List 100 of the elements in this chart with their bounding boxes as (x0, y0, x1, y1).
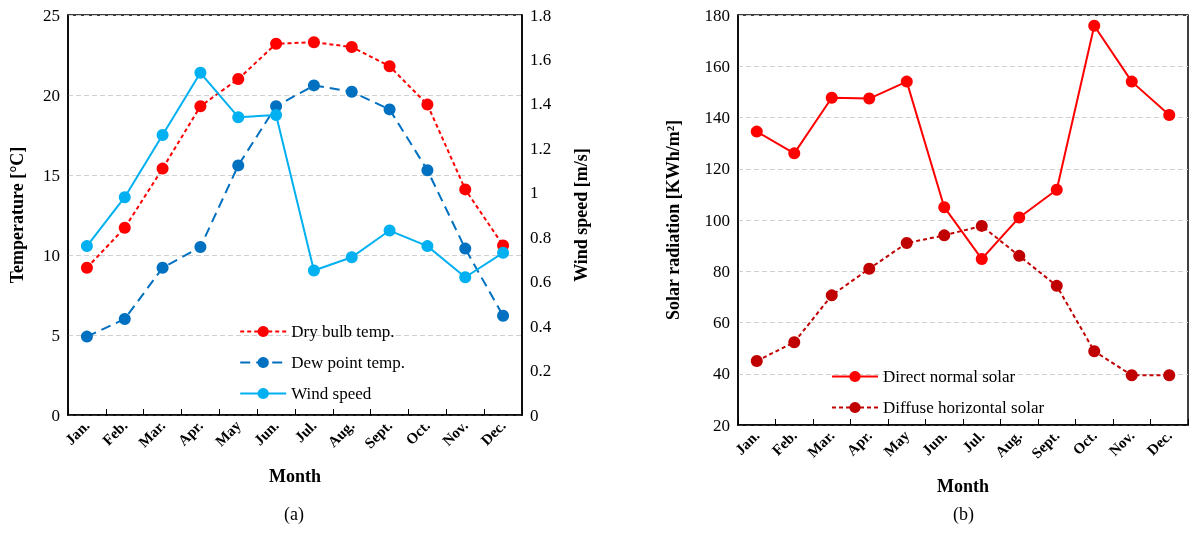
legend-label: Direct normal solar (883, 367, 1016, 386)
point (459, 242, 472, 255)
y-tick-label: 120 (704, 159, 730, 179)
point (459, 271, 472, 284)
y2-tick-label: 0.6 (530, 272, 552, 292)
y-tick-label: 15 (43, 165, 60, 185)
point (156, 129, 169, 141)
point (80, 240, 93, 253)
point (938, 201, 951, 214)
point (863, 262, 876, 275)
y-tick-label: 100 (704, 210, 730, 230)
y2-tick-label: 1.6 (530, 49, 552, 69)
point (1163, 108, 1176, 121)
x-tick-label: Apr. (843, 427, 876, 459)
point (1088, 345, 1101, 358)
text: (b) (953, 504, 974, 525)
point (1088, 19, 1101, 32)
point (383, 60, 396, 73)
x-tick-label: Jul. (291, 417, 320, 446)
point (863, 92, 876, 105)
point (118, 191, 131, 204)
y-tick-label: 140 (704, 108, 730, 127)
y-tick-label: 20 (43, 85, 60, 105)
point (345, 41, 358, 53)
legend-label: Diffuse horizontal solar (883, 398, 1045, 417)
x-tick-label: Apr. (174, 417, 207, 449)
point (307, 264, 320, 277)
y-tick-label: 60 (713, 313, 730, 332)
y2-tick-label: 1.4 (530, 94, 552, 114)
point (194, 100, 207, 113)
point (80, 330, 93, 343)
y-axis-title: Temperature [°C] (7, 146, 27, 284)
point (900, 237, 913, 250)
y2-tick-label: 0.4 (530, 316, 552, 336)
y2-tick-label: 1.8 (530, 5, 552, 25)
y-tick-label: 40 (713, 364, 730, 384)
y2-tick-label: 1.2 (530, 138, 552, 158)
point (1050, 183, 1063, 196)
point (383, 103, 396, 116)
point (1163, 369, 1176, 382)
x-tick-label: Mar. (804, 427, 838, 461)
point (232, 159, 245, 172)
y-tick-label: 20 (713, 415, 730, 435)
x-tick-label: Jan. (731, 427, 763, 458)
x-tick-label: Nov. (439, 417, 472, 449)
legend-label: Dew point temp. (291, 353, 406, 372)
point (938, 229, 951, 242)
point (975, 252, 988, 265)
point (1013, 249, 1026, 262)
text: (a) (284, 504, 304, 525)
point (788, 336, 801, 349)
y-tick-label: 160 (704, 56, 730, 76)
y2-tick-label: 0.8 (530, 227, 552, 247)
y2-axis-title: Wind speed [m/s] (571, 148, 591, 282)
x-tick-label: Aug. (992, 427, 1026, 461)
point (307, 79, 320, 92)
point (1125, 75, 1138, 88)
point (421, 164, 434, 177)
point (118, 313, 131, 325)
point (975, 219, 988, 232)
point (497, 246, 510, 259)
point (270, 109, 283, 121)
x-tick-label: Nov. (1105, 427, 1138, 459)
point (194, 66, 207, 79)
x-tick-label: May (211, 416, 245, 450)
x-tick-label: Jan. (62, 417, 93, 448)
y-axis-title: Solar radiation [KWh/m²] (663, 119, 683, 321)
x-axis-title: Month (268, 466, 322, 486)
point (118, 221, 131, 234)
point (1013, 211, 1026, 224)
point (270, 37, 283, 50)
x-tick-label: Jun. (918, 427, 951, 459)
point (383, 224, 396, 237)
point (232, 73, 245, 85)
y-tick-label: 180 (704, 5, 730, 25)
point (156, 261, 169, 274)
point (750, 125, 763, 138)
point (900, 75, 913, 88)
x-tick-label: Feb. (99, 417, 131, 449)
point (156, 162, 169, 175)
point (345, 85, 358, 98)
y-tick-label: 0 (51, 405, 60, 425)
point (497, 309, 510, 322)
point (194, 241, 207, 253)
point (1050, 279, 1063, 292)
point (825, 91, 838, 104)
point (1125, 369, 1138, 382)
point (232, 111, 245, 124)
x-tick-label: Oct. (1069, 427, 1101, 458)
y-tick-label: 80 (713, 261, 730, 281)
x-tick-label: Jun. (250, 417, 282, 449)
point (459, 183, 472, 196)
x-tick-label: Feb. (768, 427, 801, 459)
x-tick-label: Sept. (1028, 427, 1063, 462)
x-tick-label: Dec. (1143, 427, 1176, 459)
point (345, 251, 358, 264)
y-tick-label: 5 (51, 325, 60, 345)
y-tick-label: 10 (43, 245, 60, 265)
point (750, 354, 763, 367)
legend-label: Wind speed (291, 384, 372, 403)
